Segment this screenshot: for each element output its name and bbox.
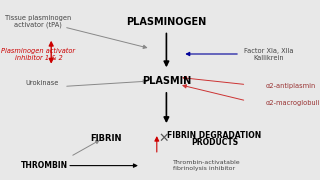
Text: Factor XIa, XIIa
Kallikrein: Factor XIa, XIIa Kallikrein	[244, 48, 293, 60]
Text: PRODUCTS: PRODUCTS	[191, 138, 238, 147]
Text: α2-antiplasmin: α2-antiplasmin	[266, 83, 316, 89]
Text: α2-macroglobulin: α2-macroglobulin	[266, 100, 320, 106]
Text: PLASMINOGEN: PLASMINOGEN	[126, 17, 206, 27]
Text: THROMBIN: THROMBIN	[21, 161, 68, 170]
Text: Urokinase: Urokinase	[25, 80, 58, 86]
Text: Tissue plasminogen
activator (tPA): Tissue plasminogen activator (tPA)	[5, 15, 72, 28]
Text: FIBRIN DEGRADATION: FIBRIN DEGRADATION	[167, 130, 261, 140]
Text: Plasminogen activator
inhibitor 1 & 2: Plasminogen activator inhibitor 1 & 2	[1, 48, 76, 60]
Text: Thrombin-activatable
fibrinolysis inhibitor: Thrombin-activatable fibrinolysis inhibi…	[173, 160, 240, 171]
Text: PLASMIN: PLASMIN	[142, 76, 191, 86]
Text: ✕: ✕	[158, 132, 168, 145]
Text: FIBRIN: FIBRIN	[90, 134, 121, 143]
